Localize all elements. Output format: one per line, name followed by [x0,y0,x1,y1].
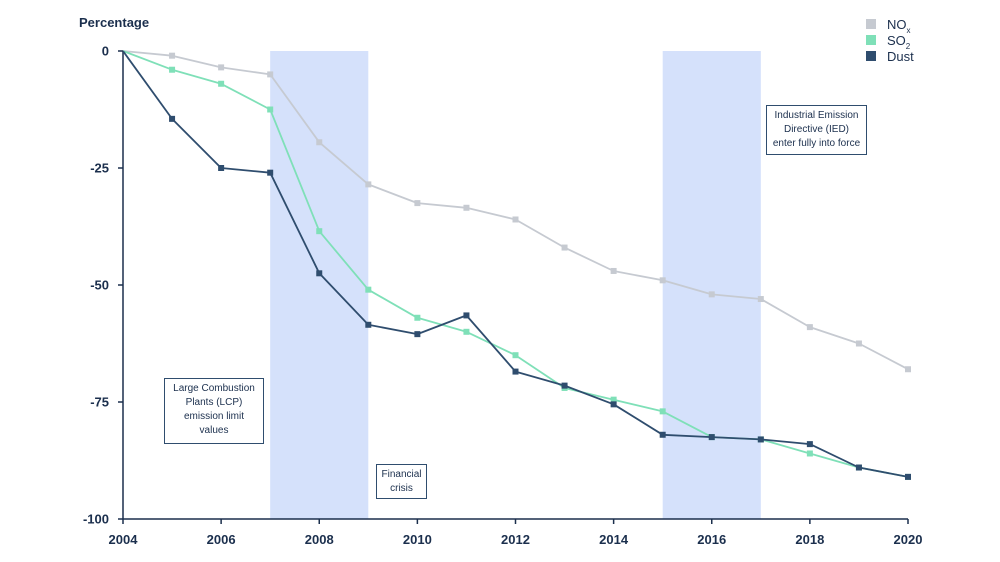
legend-swatch [866,19,876,29]
x-tick-label: 2018 [795,532,824,547]
data-point-so2 [316,228,323,235]
y-tick-label: 0 [102,44,109,59]
data-point-nox [708,291,715,298]
x-tick-label: 2010 [403,532,432,547]
data-point-so2 [610,396,617,403]
data-point-dust [610,401,617,408]
legend-label: Dust [887,49,914,64]
data-point-so2 [414,314,421,321]
data-point-so2 [512,352,519,359]
data-point-nox [512,216,519,223]
data-point-nox [414,200,421,207]
data-point-dust [512,368,519,375]
data-point-dust [659,431,666,438]
x-tick-label: 2016 [697,532,726,547]
annotation-line: Plants (LCP) [185,397,243,408]
shaded-period [270,51,369,519]
x-tick-label: 2012 [501,532,530,547]
y-tick-label: -25 [90,161,109,176]
y-tick-label: -75 [90,395,109,410]
series-line-nox [122,50,909,370]
annotation-ied: Industrial Emission Directive (IED) ente… [766,105,867,155]
data-point-nox [659,277,666,284]
legend-label: NOx [887,17,911,35]
annotation-line: crisis [390,483,413,494]
data-point-dust [169,115,176,122]
x-tick-label: 2020 [894,532,923,547]
data-point-nox [610,267,617,274]
legend-swatch [866,51,876,61]
data-point-so2 [169,66,176,73]
legend-label-subscript: 2 [906,42,911,51]
annotation-line: Directive (IED) [783,124,849,135]
data-point-dust [365,321,372,328]
data-point-nox [218,64,225,71]
x-tick-label: 2006 [207,532,236,547]
data-point-dust [757,436,764,443]
data-point-dust [855,464,862,471]
data-point-so2 [659,408,666,415]
annotation-line: Financial [381,469,422,480]
data-point-dust [708,434,715,441]
data-point-dust [905,473,911,480]
shaded-periods [270,51,761,519]
legend-label-subscript: x [907,26,911,35]
series-lines [122,50,911,480]
data-point-nox [905,366,911,373]
annotation-line: values [199,425,229,436]
annotation-lcp: Large Combustion Plants (LCP) emission l… [164,378,264,444]
data-point-dust [561,382,568,389]
data-point-so2 [267,106,274,113]
data-point-nox [365,181,372,188]
legend-swatch [866,35,876,45]
data-point-nox [267,71,274,78]
annotation-line: enter fully into force [772,138,861,149]
data-point-dust [218,165,225,171]
data-point-dust [267,169,274,176]
x-tick-label: 2004 [109,532,139,547]
data-point-nox [855,340,862,347]
data-point-so2 [806,450,813,457]
x-tick-label: 2008 [305,532,334,547]
annotation-line: emission limit [183,411,244,422]
annotation-line: Industrial Emission [774,110,859,121]
x-tick-label: 2014 [599,532,629,547]
y-tick-label: -50 [90,278,109,293]
data-point-so2 [218,80,225,87]
data-point-nox [463,204,470,211]
data-point-dust [806,441,813,448]
annotation-financial-crisis: Financial crisis [376,464,427,499]
data-point-nox [561,244,568,251]
y-axis-label: Percentage [79,15,149,30]
data-point-dust [463,312,470,319]
data-point-nox [757,296,764,303]
y-tick-label: -100 [83,512,109,527]
data-point-dust [316,270,323,277]
legend-label: SO2 [887,33,911,51]
data-point-so2 [463,328,470,335]
annotation-line: Large Combustion [173,383,255,394]
data-point-nox [316,139,323,146]
data-point-nox [169,52,176,59]
data-point-nox [806,324,813,331]
data-point-dust [414,331,421,338]
data-point-so2 [365,286,372,293]
